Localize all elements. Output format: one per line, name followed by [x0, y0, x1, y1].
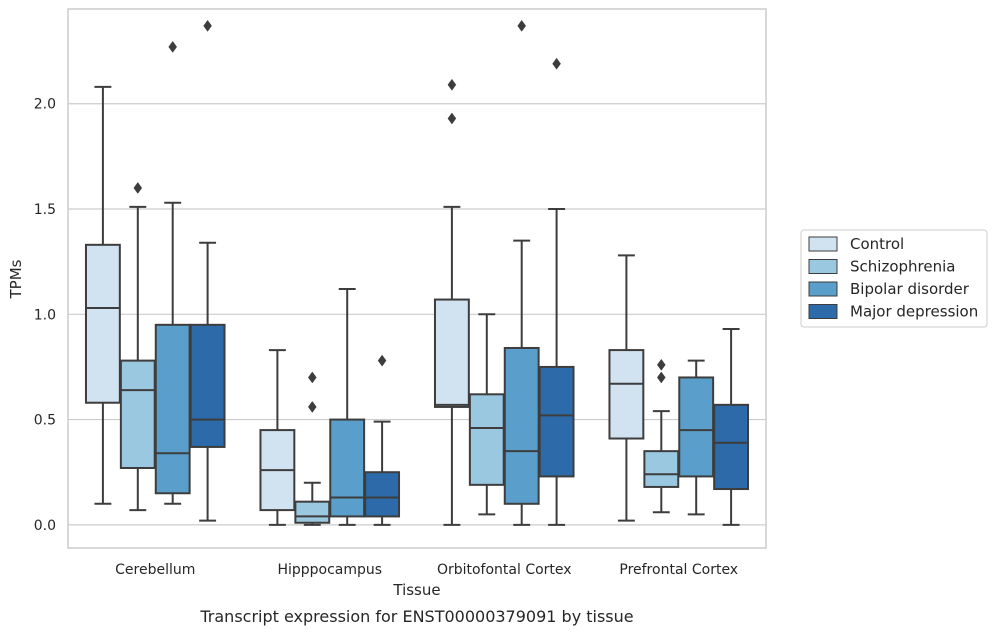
outlier-point: [203, 19, 212, 32]
outlier-point: [656, 371, 666, 384]
box: [364, 471, 401, 518]
outlier-point: [307, 401, 317, 413]
plot-area: [67, 8, 767, 549]
outlier-point: [656, 358, 666, 371]
x-tick-label: Hipppocampus: [277, 562, 382, 578]
outlier-point: [447, 78, 457, 91]
outlier-point: [552, 57, 561, 70]
legend-swatch: [808, 281, 838, 297]
box: [119, 359, 156, 469]
outlier-point: [447, 112, 457, 125]
outlier-point: [377, 354, 387, 367]
box: [468, 393, 505, 486]
y-tick-label: 1.5: [34, 202, 56, 218]
legend-frame: [800, 229, 988, 328]
box-marks: [84, 19, 750, 526]
x-tick-label: Orbitofontal Cortex: [437, 562, 572, 578]
box: [329, 418, 366, 518]
outlier-point: [133, 182, 143, 194]
x-axis-label: Tissue: [392, 581, 440, 599]
legend-label: Control: [850, 235, 904, 253]
box: [678, 376, 715, 478]
y-tick-label: 0.0: [34, 518, 56, 534]
box: [294, 500, 331, 524]
box: [84, 243, 121, 404]
legend-swatch: [808, 259, 838, 274]
box: [608, 349, 645, 440]
x-tick-label: Prefrontal Cortex: [619, 562, 738, 578]
tick-labels: 0.0 0.5 1.0 1.5 2.0 Cerebellum Hipppocampus Orb…: [34, 97, 738, 578]
figure-caption: Transcript expression for ENST0000037909…: [199, 607, 633, 626]
y-tick-label: 1.0: [34, 307, 56, 323]
y-axis-label: TPMs: [7, 259, 25, 299]
outlier-point: [517, 19, 527, 32]
box: [154, 323, 191, 495]
legend-swatch: [808, 236, 838, 252]
box: [643, 450, 680, 488]
outlier-point: [307, 371, 317, 384]
legend-label: Bipolar disorder: [850, 280, 970, 298]
outlier-point: [168, 40, 178, 53]
box: [433, 298, 470, 408]
legend-swatch: [808, 304, 838, 319]
legend-label: Schizophrenia: [850, 258, 955, 276]
y-tick-label: 0.5: [34, 413, 56, 429]
y-tick-label: 2.0: [34, 97, 56, 113]
box: [713, 403, 750, 491]
x-tick-label: Cerebellum: [115, 562, 195, 578]
legend-label: Major depression: [850, 303, 978, 321]
box: [189, 323, 226, 448]
legend: Control Schizophrenia Bipolar disorder Majo…: [800, 229, 988, 328]
box: [503, 346, 540, 505]
box: [538, 365, 575, 478]
